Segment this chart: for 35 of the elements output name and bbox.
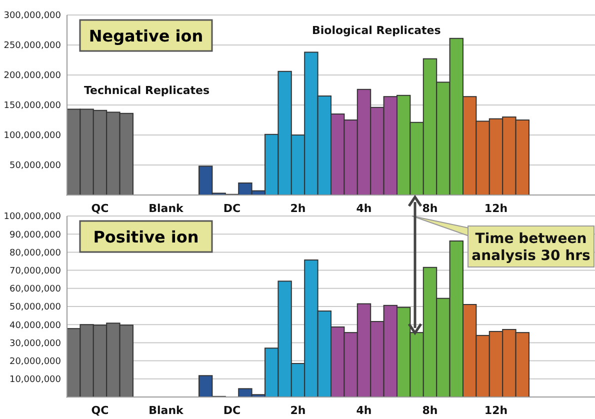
y-tick-label: 80,000,000 <box>9 248 62 258</box>
x-tick-label: DC <box>223 202 241 215</box>
y-tick-label: 40,000,000 <box>9 320 62 331</box>
y-tick-label: 60,000,000 <box>9 284 62 295</box>
x-tick-label: 4h <box>356 202 372 215</box>
y-tick-label: 300,000,000 <box>4 11 62 22</box>
x-tick-label: 12h <box>484 404 508 417</box>
x-tick-label: 12h <box>484 202 508 215</box>
text: Negative ion <box>88 26 204 46</box>
x-tick-label: 2h <box>290 202 306 215</box>
y-tick-label: 150,000,000 <box>4 101 62 112</box>
y-tick-label: 100,000,000 <box>4 212 62 222</box>
y-tick-label: 100,000,000 <box>4 131 62 142</box>
y-tick-label: 50,000,000 <box>9 302 62 313</box>
y-tick-label: 90,000,000 <box>9 230 62 240</box>
annotation: Technical Replicates <box>84 84 210 97</box>
x-tick-label: 4h <box>356 404 372 417</box>
x-tick-label: QC <box>91 404 109 417</box>
x-tick-label: Blank <box>148 404 184 417</box>
x-tick-label: QC <box>91 202 109 215</box>
y-tick-label: 10,000,000 <box>9 375 62 386</box>
x-tick-label: 8h <box>422 202 438 215</box>
y-tick-label: 250,000,000 <box>4 41 62 52</box>
y-tick-label: 200,000,000 <box>4 71 62 82</box>
annotation: Time between analysis 30 hrs <box>472 230 590 264</box>
x-tick-label: 8h <box>422 404 438 417</box>
x-tick-label: DC <box>223 404 241 417</box>
y-tick-label: 50,000,000 <box>9 161 62 172</box>
annotation: Biological Replicates <box>312 24 442 37</box>
x-tick-label: Blank <box>148 202 184 215</box>
y-tick-label: 20,000,000 <box>9 356 62 367</box>
x-tick-label: 2h <box>290 404 306 417</box>
y-tick-label: 70,000,000 <box>9 266 62 276</box>
text: Positive ion <box>93 228 199 247</box>
y-tick-label: 30,000,000 <box>9 338 62 349</box>
